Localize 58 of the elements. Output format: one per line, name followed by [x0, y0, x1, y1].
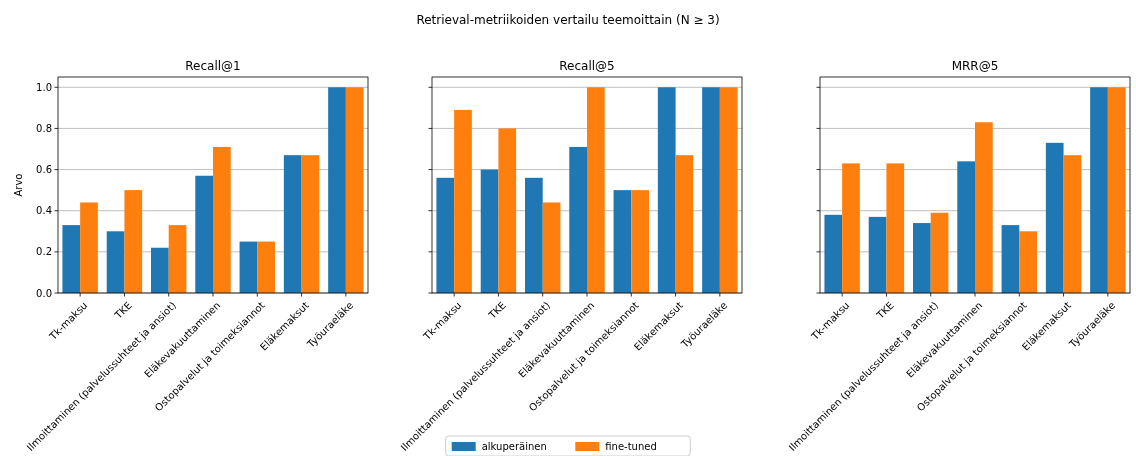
- y-tick-label: 0.4: [36, 205, 52, 217]
- bar: [151, 247, 169, 293]
- y-tick-label: 0.0: [36, 287, 52, 299]
- bar: [1090, 87, 1108, 293]
- y-tick-label: 1.0: [36, 81, 52, 93]
- bar: [454, 109, 472, 293]
- bar: [930, 212, 949, 293]
- bar: [283, 155, 302, 293]
- bar: [975, 122, 993, 293]
- bar: [569, 146, 587, 293]
- legend-label: alkuperäinen: [481, 441, 547, 452]
- y-tick-label: 0.6: [36, 164, 52, 176]
- bar: [631, 190, 649, 293]
- bar: [957, 161, 975, 293]
- bar: [239, 241, 258, 293]
- bar: [1063, 155, 1082, 293]
- bar: [657, 87, 676, 293]
- bar: [124, 190, 143, 293]
- bar: [1107, 87, 1126, 293]
- bar: [195, 175, 213, 293]
- bar: [480, 169, 499, 293]
- bar: [886, 163, 905, 293]
- bar: [542, 202, 561, 293]
- x-tick-label: TKE: [873, 299, 896, 322]
- y-axis-title: Arvo: [13, 173, 24, 197]
- bar: [345, 87, 364, 293]
- bar: [1019, 231, 1037, 293]
- x-tick-label: TKE: [485, 299, 508, 322]
- y-tick-label: 0.2: [36, 246, 52, 258]
- bar: [328, 87, 346, 293]
- bar: [842, 163, 860, 293]
- bar: [913, 223, 931, 293]
- bar: [213, 146, 231, 293]
- legend-label: fine-tuned: [605, 441, 657, 452]
- bar: [436, 177, 455, 293]
- bar: [525, 177, 543, 293]
- bar: [719, 87, 738, 293]
- x-tick-label: TKE: [111, 299, 134, 322]
- text: Retrieval-metriikoiden vertailu teemoittain (N ≥ 3): [416, 13, 720, 27]
- bar: [168, 225, 187, 293]
- bar: [257, 241, 275, 293]
- bar: [301, 155, 320, 293]
- bar: [587, 87, 605, 293]
- chart-title: Recall@1: [185, 59, 241, 73]
- bar: [62, 225, 81, 293]
- bar: [1045, 142, 1064, 293]
- bar: [824, 214, 843, 293]
- bar: [1001, 225, 1020, 293]
- bar: [675, 155, 694, 293]
- bar: [80, 202, 98, 293]
- bar: [702, 87, 720, 293]
- bar: [613, 190, 632, 293]
- bar: [498, 128, 517, 293]
- chart-title: Recall@5: [559, 59, 615, 73]
- bar: [868, 216, 887, 293]
- bar: [106, 231, 125, 293]
- chart-title: MRR@5: [951, 59, 999, 73]
- y-tick-label: 0.8: [36, 122, 52, 134]
